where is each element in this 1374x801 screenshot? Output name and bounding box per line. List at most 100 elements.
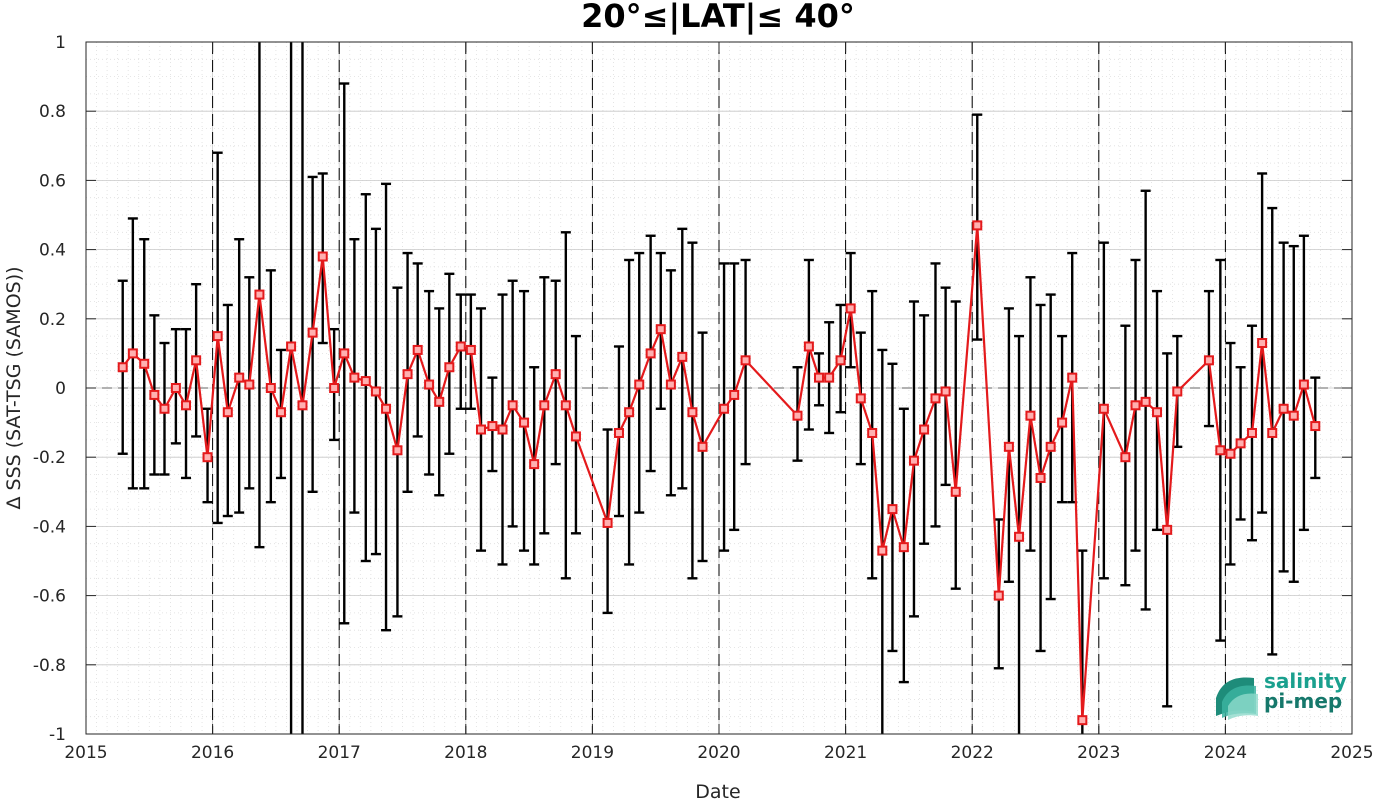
data-point — [950, 486, 961, 497]
y-tick-label: 0.8 — [39, 102, 66, 122]
data-point — [824, 372, 835, 383]
logo-line1: salinity — [1264, 669, 1347, 693]
data-point — [993, 590, 1004, 601]
data-point — [634, 379, 645, 390]
data-point — [487, 421, 498, 432]
data-point — [507, 400, 518, 411]
y-tick-label: -0.2 — [33, 448, 66, 468]
logo-waves-icon — [1216, 677, 1258, 720]
data-point — [159, 403, 170, 414]
data-point — [1257, 338, 1268, 349]
data-point — [360, 376, 371, 387]
data-point — [803, 341, 814, 352]
data-point — [687, 407, 698, 418]
data-point — [191, 355, 202, 366]
data-point — [1235, 438, 1246, 449]
data-point — [1203, 355, 1214, 366]
data-point — [402, 369, 413, 380]
data-point — [329, 383, 340, 393]
x-tick-label: 2020 — [697, 743, 740, 763]
data-point — [814, 372, 825, 383]
data-point — [845, 303, 856, 314]
data-point — [740, 355, 751, 366]
data-point — [139, 358, 150, 369]
data-point — [867, 427, 878, 438]
data-point — [1098, 403, 1109, 414]
y-tick-label: 0.4 — [39, 241, 66, 261]
data-point — [265, 383, 276, 393]
data-point — [127, 348, 138, 359]
data-point — [317, 251, 328, 262]
data-point — [497, 424, 508, 435]
data-point — [339, 348, 350, 359]
data-point — [275, 407, 286, 418]
data-point — [665, 379, 676, 390]
data-point — [719, 403, 730, 414]
x-tick-label: 2019 — [571, 743, 614, 763]
y-axis-label: Δ SSS (SAT-TSG (SAMOS)) — [3, 266, 25, 509]
y-tick-label: 1 — [55, 33, 66, 53]
data-point — [519, 417, 530, 428]
data-point — [1162, 524, 1173, 535]
data-point — [972, 220, 983, 231]
data-point — [877, 545, 888, 556]
axis-ticks — [85, 41, 1353, 735]
data-point — [940, 386, 951, 397]
chart-title: 20°≤|LAT|≤ 40° — [581, 0, 855, 36]
data-point — [529, 459, 540, 470]
data-point — [1057, 417, 1068, 428]
data-point — [1035, 472, 1046, 483]
data-point — [1003, 441, 1014, 452]
data-point — [307, 327, 318, 338]
data-point — [117, 362, 128, 373]
data-point — [887, 504, 898, 515]
y-tick-label: -0.8 — [33, 656, 66, 676]
data-point — [222, 407, 233, 418]
data-point — [181, 400, 192, 411]
data-point — [930, 393, 941, 404]
x-tick-label: 2017 — [318, 743, 361, 763]
data-point — [1130, 400, 1141, 411]
data-point — [613, 427, 624, 438]
data-point — [550, 369, 561, 380]
data-markers — [117, 220, 1321, 726]
data-point — [244, 379, 255, 390]
x-tick-label: 2025 — [1330, 743, 1373, 763]
y-tick-labels: -1 -0.8 -0.6 -0.4 -0.2 0 0.2 0.4 0.6 0.8 1 — [33, 33, 66, 745]
data-point — [1045, 441, 1056, 452]
data-point — [1267, 427, 1278, 438]
data-point — [898, 542, 909, 553]
data-point — [792, 410, 803, 421]
data-point — [434, 396, 445, 407]
x-tick-labels: 2015 2016 2017 2018 2019 2020 2021 2022 2023 2024… — [64, 743, 1373, 763]
data-point — [835, 355, 846, 366]
data-point — [539, 400, 550, 411]
data-point — [444, 362, 455, 373]
data-point — [254, 289, 265, 300]
data-point — [286, 341, 297, 352]
data-point — [645, 348, 656, 359]
data-point — [1298, 379, 1309, 390]
data-point — [729, 389, 740, 400]
salinity-pi-mep-logo: salinity pi-mep — [1216, 669, 1347, 720]
data-point — [1067, 372, 1078, 383]
data-point — [1278, 403, 1289, 414]
data-point — [149, 389, 160, 400]
x-axis-label: Date — [695, 781, 740, 801]
data-point — [1077, 715, 1088, 726]
data-point — [1225, 448, 1236, 459]
data-point — [297, 400, 308, 411]
x-tick-label: 2024 — [1204, 743, 1247, 763]
data-point — [370, 386, 381, 397]
x-tick-label: 2023 — [1077, 743, 1120, 763]
data-point — [202, 452, 213, 463]
data-point — [570, 431, 581, 442]
data-point — [919, 424, 930, 435]
data-point — [381, 403, 392, 414]
y-tick-label: 0 — [55, 379, 66, 399]
data-point — [1140, 396, 1151, 407]
x-tick-label: 2016 — [191, 743, 234, 763]
y-tick-label: 0.2 — [39, 310, 66, 330]
data-point — [855, 393, 866, 404]
